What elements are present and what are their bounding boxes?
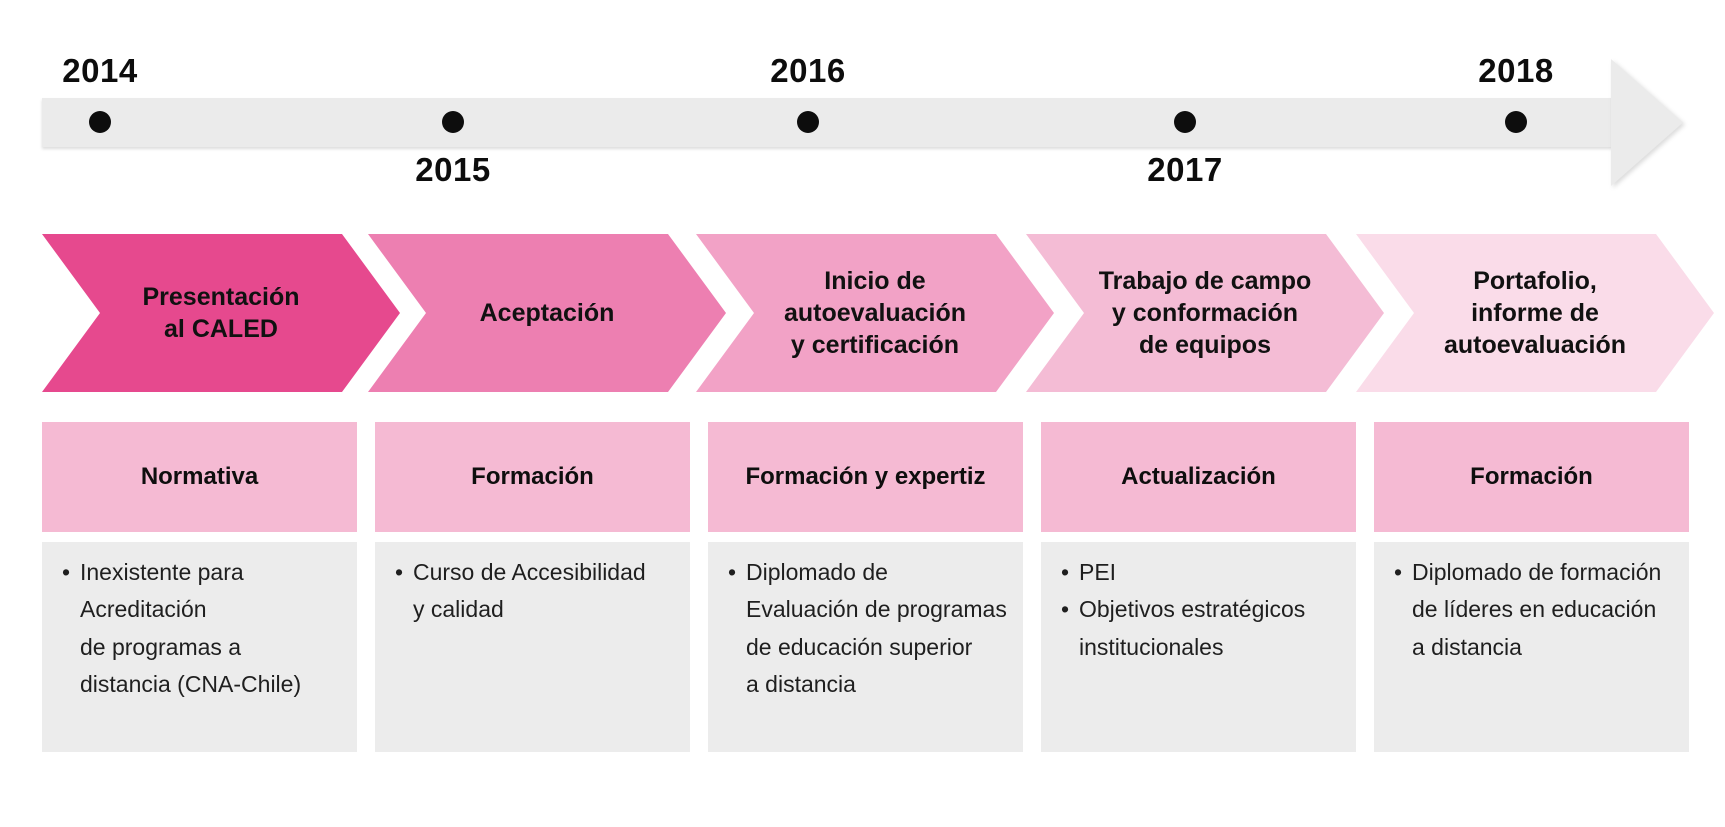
- bullet-item: • Diplomado de formación de líderes en e…: [1394, 554, 1675, 666]
- bullet-marker: •: [1061, 596, 1070, 623]
- category-header: Normativa: [42, 422, 357, 532]
- bullet-item: • PEI: [1061, 554, 1342, 591]
- timeline-dot-2014: [89, 111, 111, 133]
- bullet-marker: •: [1061, 559, 1070, 585]
- year-label-2017: 2017: [1147, 151, 1223, 188]
- year-label-2015: 2015: [415, 151, 491, 188]
- stage-chevron-label: Trabajo de campo y conformación de equip…: [1098, 267, 1312, 359]
- bullet-text: Diplomado de Evaluación de programas de …: [746, 559, 1007, 698]
- bullet-text: Curso de Accesibilidad y calidad: [413, 559, 646, 623]
- bullet-marker: •: [1394, 559, 1403, 585]
- bullet-marker: •: [728, 559, 737, 585]
- bullet-marker: •: [395, 559, 404, 585]
- stage-column-4: Actualización • PEI • Objetivos estratég…: [1041, 422, 1356, 752]
- stage-chevron-presentacion: Presentación al CALED: [42, 234, 400, 392]
- bullet-text: Diplomado de formación de líderes en edu…: [1412, 559, 1662, 660]
- stage-column-5: Formación • Diplomado de formación de lí…: [1374, 422, 1689, 752]
- category-header: Formación y expertiz: [708, 422, 1023, 532]
- bullet-marker: •: [62, 559, 71, 585]
- stage-chevron-autoevaluacion: Inicio de autoevaluación y certificación: [696, 234, 1054, 392]
- bullet-text: PEI: [1079, 559, 1117, 585]
- category-header: Formación: [1374, 422, 1689, 532]
- bullet-text: Objetivos estratégicos institucionales: [1079, 596, 1306, 660]
- stage-chevron-aceptacion: Aceptación: [368, 234, 726, 392]
- bullet-item: • Inexistente para Acreditación de progr…: [62, 554, 343, 704]
- timeline-dot-2017: [1174, 111, 1196, 133]
- stage-column-2: Formación • Curso de Accesibilidad y cal…: [375, 422, 690, 752]
- category-details: • Inexistente para Acreditación de progr…: [42, 542, 357, 752]
- category-header: Formación: [375, 422, 690, 532]
- timeline-dot-2018: [1505, 111, 1527, 133]
- timeline-dot-2016: [797, 111, 819, 133]
- year-label-2014: 2014: [62, 52, 138, 89]
- arrowhead-shape: [1611, 59, 1683, 186]
- bullet-item: • Objetivos estratégicos institucionales: [1061, 591, 1342, 666]
- timeline-dot-2015: [442, 111, 464, 133]
- stage-column-3: Formación y expertiz • Diplomado de Eval…: [708, 422, 1023, 752]
- stage-chevron-portafolio: Portafolio, informe de autoevaluación: [1356, 234, 1714, 392]
- category-details: • PEI • Objetivos estratégicos instituci…: [1041, 542, 1356, 752]
- stage-chevron-label: Presentación al CALED: [142, 283, 300, 343]
- stage-column-1: Normativa • Inexistente para Acreditació…: [42, 422, 357, 752]
- stage-chevron-label: Portafolio, informe de autoevaluación: [1444, 267, 1626, 359]
- bullet-item: • Curso de Accesibilidad y calidad: [395, 554, 676, 629]
- category-details: • Diplomado de Evaluación de programas d…: [708, 542, 1023, 752]
- bullet-item: • Diplomado de Evaluación de programas d…: [728, 554, 1009, 704]
- category-header: Actualización: [1041, 422, 1356, 532]
- category-details: • Curso de Accesibilidad y calidad: [375, 542, 690, 752]
- year-label-2016: 2016: [770, 52, 846, 89]
- category-details: • Diplomado de formación de líderes en e…: [1374, 542, 1689, 752]
- stage-chevron-trabajo-campo: Trabajo de campo y conformación de equip…: [1026, 234, 1384, 392]
- bullet-text: Inexistente para Acreditación de program…: [80, 559, 302, 698]
- timeline-arrowhead: [1611, 59, 1683, 186]
- year-label-2018: 2018: [1478, 52, 1554, 89]
- timeline-bar: [42, 98, 1613, 147]
- stage-chevron-label: Inicio de autoevaluación y certificación: [784, 267, 966, 359]
- stage-chevron-label: Aceptación: [479, 299, 615, 327]
